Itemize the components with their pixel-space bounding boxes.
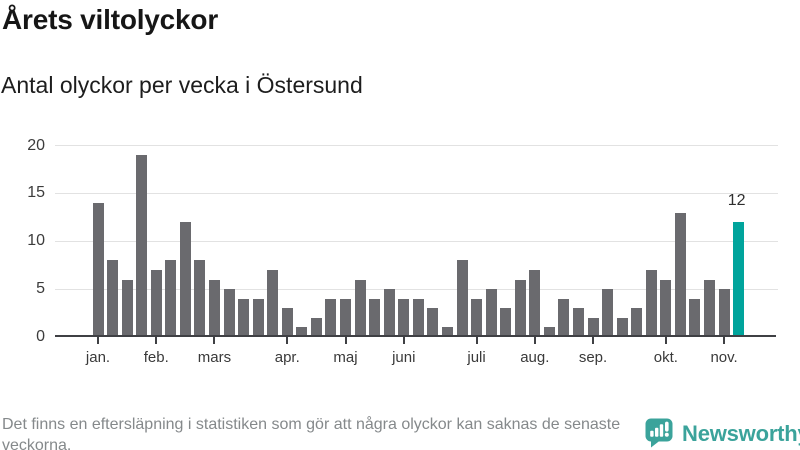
bar-week [471,298,483,337]
bar-week [296,327,308,337]
bar-week [223,289,235,337]
bar-week [427,308,439,337]
x-axis-tick-sep [592,337,595,344]
bar-week [398,298,410,337]
x-axis-tick-feb [155,337,158,344]
bar-week [674,212,686,337]
bar-week [572,308,584,337]
bar-week [689,298,701,337]
bar-week [252,298,264,337]
newsworthy-badge-icon [645,418,673,448]
x-axis-tick-maj [344,337,347,344]
bar-week [238,298,250,337]
bar-week [645,269,657,337]
chart-subtitle: Antal olyckor per vecka i Östersund [1,72,363,98]
bar-week [631,308,643,337]
newsworthy-logo: Newsworthy [645,418,800,448]
gridline-y20 [55,145,778,146]
x-axis-label-juli: juli [467,349,486,366]
bar-week [718,289,730,337]
x-axis-tick-okt [664,337,667,344]
x-axis-label-feb: feb. [143,349,169,366]
newsworthy-wordmark: Newsworthy [682,421,800,446]
x-axis-tick-juli [475,337,478,344]
bar-week [369,298,381,337]
x-axis-tick-mars [213,337,216,344]
gridline-y15 [55,192,778,194]
x-axis-label-okt: okt. [653,349,678,366]
footnote: Det finns en eftersläpning i statistiken… [2,416,621,450]
bar-week [179,222,191,337]
x-axis-label-maj: maj [333,349,358,366]
gridline-y5 [55,288,778,290]
gridline-y10 [55,240,778,242]
bar-week [208,279,220,337]
bar-week [704,279,716,337]
x-axis-tick-apr [286,337,289,344]
x-axis-label-jan: jan. [85,349,111,366]
bar-week [616,317,628,337]
bar-week [325,298,337,337]
x-axis-tick-jan [97,337,99,344]
bar-week [107,260,119,337]
bar-week [92,202,104,337]
bar-week [121,279,133,337]
bar-week [558,298,570,337]
bar-week [383,289,395,337]
bar-highlighted-week [733,222,745,337]
bar-week [267,269,279,337]
y-axis-label-15: 15 [27,184,45,202]
x-axis-label-juni: juni [392,349,416,366]
bar-week [354,279,366,337]
bar-week [136,155,148,337]
x-axis-line [55,335,776,337]
bar-week [165,260,177,337]
bar-week [514,279,526,337]
y-axis-label-10: 10 [27,232,45,250]
x-axis-label-nov: nov. [710,349,738,366]
x-axis-label-aug: aug. [520,349,550,366]
bar-week [602,289,614,337]
bar-week [150,269,162,337]
bar-week [587,317,599,337]
chart-title: Årets viltolyckor [2,4,219,35]
x-axis-label-mars: mars [197,349,232,366]
bar-week [281,308,293,337]
y-axis-label-0: 0 [36,328,45,345]
x-axis-label-sep: sep. [578,349,608,366]
bar-week [441,327,453,337]
bar-week [660,279,672,337]
bar-week [340,298,352,337]
bar-week [500,308,512,337]
bar-week [485,289,497,337]
x-axis-label-apr: apr. [274,349,300,366]
bar-week [412,298,424,337]
y-axis-label-5: 5 [36,280,45,298]
highlight-value-label: 12 [727,192,746,210]
bar-week [456,260,468,337]
x-axis-tick-aug [533,337,536,344]
bar-week [543,327,555,337]
bar-week [310,317,322,337]
y-axis-label-20: 20 [27,136,45,154]
x-axis-tick-juni [402,337,405,344]
x-axis-tick-nov [723,337,726,344]
bar-week [194,260,206,337]
bar-week [529,269,541,337]
